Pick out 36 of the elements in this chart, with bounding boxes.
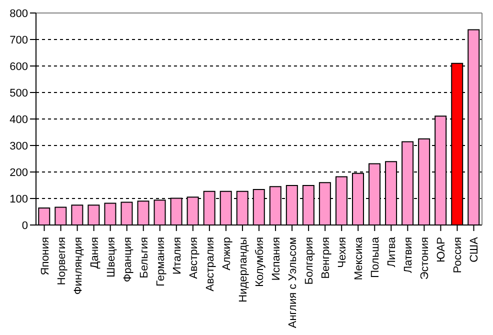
- x-tick-label: Мексика: [353, 236, 366, 280]
- x-tick-label: Латвия: [402, 236, 415, 274]
- x-tick-label: Швеция: [105, 236, 118, 278]
- x-tick-label: Чехия: [336, 236, 349, 268]
- x-tick-label: Бельгия: [138, 236, 150, 278]
- x-tick-label: Финляндия: [72, 236, 84, 295]
- x-tick-label: Литва: [386, 236, 398, 268]
- x-tick-label: Австралия: [204, 236, 216, 292]
- x-tick-label: Норвегия: [56, 236, 68, 286]
- x-tick-label: Болгария: [304, 236, 316, 285]
- x-tick-label: Нидерланды: [237, 236, 250, 302]
- y-tick-label: 300: [10, 140, 28, 152]
- x-tick-label: Испания: [270, 236, 283, 281]
- x-tick-label: Франция: [122, 236, 134, 282]
- x-tick-label: Дания: [88, 236, 101, 269]
- x-tick-label: Австрия: [188, 236, 200, 279]
- x-tick-label: ЮАР: [436, 237, 448, 262]
- x-tick-label: Германия: [154, 236, 167, 286]
- x-tick-label: Италия: [171, 236, 184, 274]
- x-tick-label: Россия: [452, 236, 464, 274]
- x-tick-label: Япония: [39, 236, 52, 276]
- y-tick-label: 800: [10, 8, 28, 20]
- x-tick-label: США: [468, 236, 481, 262]
- y-tick-label: 500: [10, 87, 28, 100]
- x-tick-label: Польша: [370, 236, 382, 278]
- y-tick-label: 0: [22, 220, 28, 232]
- x-tick-label: Венгрия: [320, 236, 332, 279]
- y-tick-label: 200: [10, 166, 28, 179]
- y-tick-label: 600: [10, 60, 28, 73]
- x-tick-label: Англия с Уэльсом: [287, 237, 300, 328]
- y-tick-label: 700: [10, 34, 28, 46]
- y-tick-label: 100: [10, 193, 28, 206]
- x-tick-label: Эстония: [419, 236, 432, 280]
- y-tick-label: 400: [10, 114, 28, 126]
- x-tick-label: Колумбия: [254, 236, 266, 287]
- x-tick-label: Алжир: [220, 237, 233, 270]
